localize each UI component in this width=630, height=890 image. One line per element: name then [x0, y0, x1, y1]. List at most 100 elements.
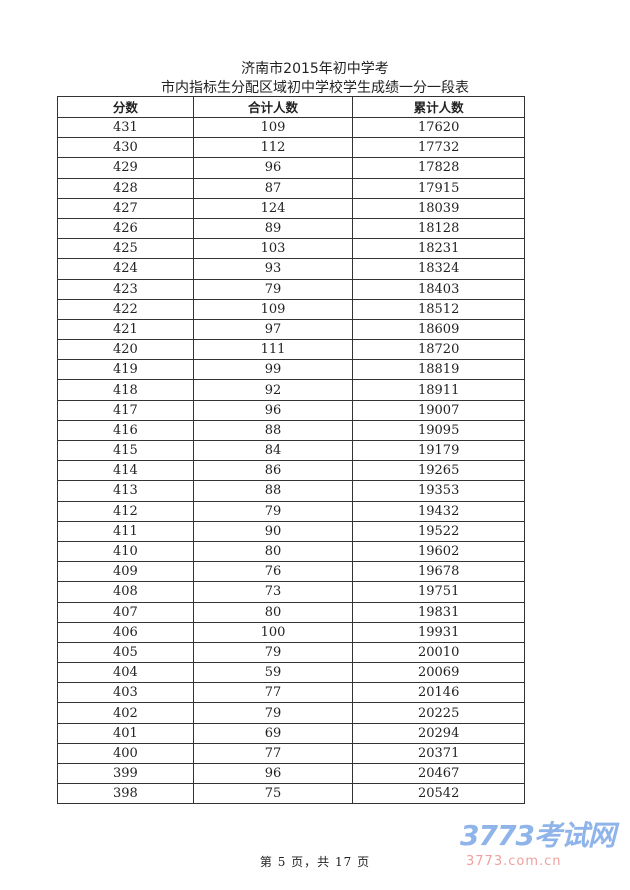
- cell-score: 419: [57, 359, 194, 381]
- cell-score: 406: [57, 621, 194, 643]
- table-row: 426 89 18128: [57, 217, 525, 240]
- cell-cumulative: 19522: [352, 520, 525, 542]
- cell-score: 414: [57, 460, 194, 482]
- table-row: 423 79 18403: [57, 278, 525, 300]
- cell-cumulative: 18039: [352, 197, 525, 219]
- table-row: 398 75 20542: [57, 783, 525, 805]
- cell-cumulative: 19353: [352, 480, 525, 502]
- table-row: 402 79 20225: [57, 702, 525, 724]
- cell-cumulative: 19831: [352, 601, 525, 623]
- cell-cumulative: 18403: [352, 278, 525, 300]
- cell-score: 422: [57, 298, 194, 320]
- table-row: 429 96 17828: [57, 157, 525, 179]
- cell-count: 89: [192, 217, 354, 240]
- table-row: 406 100 19931: [57, 621, 525, 643]
- table-row: 409 76 19678: [57, 561, 525, 583]
- cell-cumulative: 18911: [352, 379, 525, 401]
- document-title: 济南市2015年初中学考: [241, 61, 389, 77]
- cell-count: 75: [192, 783, 354, 805]
- cell-cumulative: 17732: [352, 137, 525, 159]
- cell-cumulative: 18819: [352, 359, 525, 381]
- cell-score: 410: [57, 540, 194, 563]
- table-row: 404 59 20069: [57, 662, 525, 684]
- cell-cumulative: 20542: [352, 783, 525, 805]
- cell-count: 109: [192, 298, 354, 320]
- cell-score: 426: [57, 217, 194, 240]
- watermark-url: 3773.com.cn: [466, 854, 562, 869]
- table-row: 410 80 19602: [57, 540, 525, 563]
- column-header-cumulative: 累计人数: [352, 96, 525, 118]
- table-row: 418 92 18911: [57, 379, 525, 401]
- table-header-row: 分数 合计人数 累计人数: [57, 96, 525, 118]
- table-row: 419 99 18819: [57, 359, 525, 381]
- cell-count: 77: [192, 682, 354, 704]
- cell-count: 88: [192, 419, 354, 442]
- table-row: 412 79 19432: [57, 500, 525, 522]
- cell-score: 418: [57, 379, 194, 401]
- cell-count: 103: [192, 238, 354, 260]
- cell-cumulative: 19265: [352, 460, 525, 482]
- table-row: 407 80 19831: [57, 601, 525, 623]
- cell-count: 96: [192, 157, 354, 179]
- cell-score: 431: [57, 116, 194, 139]
- table-row: 422 109 18512: [57, 298, 525, 320]
- cell-score: 415: [57, 439, 194, 462]
- table-row: 420 111 18720: [57, 339, 525, 361]
- table-row: 428 87 17915: [57, 177, 525, 199]
- cell-count: 76: [192, 561, 354, 583]
- cell-count: 73: [192, 581, 354, 603]
- table-row: 425 103 18231: [57, 238, 525, 260]
- cell-cumulative: 19007: [352, 399, 525, 421]
- cell-score: 408: [57, 581, 194, 603]
- cell-cumulative: 18720: [352, 339, 525, 361]
- cell-count: 79: [192, 641, 354, 664]
- cell-count: 87: [192, 177, 354, 199]
- cell-cumulative: 18324: [352, 258, 525, 280]
- cell-score: 417: [57, 399, 194, 421]
- cell-count: 96: [192, 399, 354, 421]
- cell-cumulative: 20294: [352, 722, 525, 744]
- cell-cumulative: 20225: [352, 702, 525, 724]
- cell-score: 424: [57, 258, 194, 280]
- table-row: 421 97 18609: [57, 318, 525, 341]
- cell-score: 413: [57, 480, 194, 502]
- cell-cumulative: 20010: [352, 641, 525, 664]
- score-distribution-table: 分数 合计人数 累计人数 431 109 17620 430 112 17732 429 96…: [57, 96, 525, 805]
- cell-score: 429: [57, 157, 194, 179]
- cell-score: 428: [57, 177, 194, 199]
- cell-count: 90: [192, 520, 354, 542]
- table-row: 416 88 19095: [57, 419, 525, 442]
- cell-score: 401: [57, 722, 194, 744]
- table-row: 400 77 20371: [57, 742, 525, 765]
- cell-cumulative: 20371: [352, 742, 525, 765]
- cell-score: 416: [57, 419, 194, 442]
- table-row: 414 86 19265: [57, 460, 525, 482]
- cell-cumulative: 17620: [352, 116, 525, 139]
- watermark-logo-text: 3773考试网: [460, 819, 616, 852]
- table-row: 408 73 19751: [57, 581, 525, 603]
- cell-score: 427: [57, 197, 194, 219]
- cell-cumulative: 19931: [352, 621, 525, 643]
- table-row: 417 96 19007: [57, 399, 525, 421]
- table-row: 399 96 20467: [57, 762, 525, 785]
- column-header-count: 合计人数: [192, 96, 354, 118]
- cell-score: 411: [57, 520, 194, 542]
- cell-cumulative: 17915: [352, 177, 525, 199]
- cell-cumulative: 18231: [352, 238, 525, 260]
- cell-score: 423: [57, 278, 194, 300]
- cell-cumulative: 18128: [352, 217, 525, 240]
- cell-cumulative: 19179: [352, 439, 525, 462]
- cell-cumulative: 20146: [352, 682, 525, 704]
- cell-cumulative: 19602: [352, 540, 525, 563]
- cell-count: 86: [192, 460, 354, 482]
- cell-score: 398: [57, 783, 194, 805]
- cell-cumulative: 18512: [352, 298, 525, 320]
- cell-count: 111: [192, 339, 354, 361]
- cell-score: 405: [57, 641, 194, 664]
- table-row: 424 93 18324: [57, 258, 525, 280]
- cell-count: 79: [192, 702, 354, 724]
- cell-count: 88: [192, 480, 354, 502]
- cell-count: 112: [192, 137, 354, 159]
- cell-count: 100: [192, 621, 354, 643]
- cell-count: 92: [192, 379, 354, 401]
